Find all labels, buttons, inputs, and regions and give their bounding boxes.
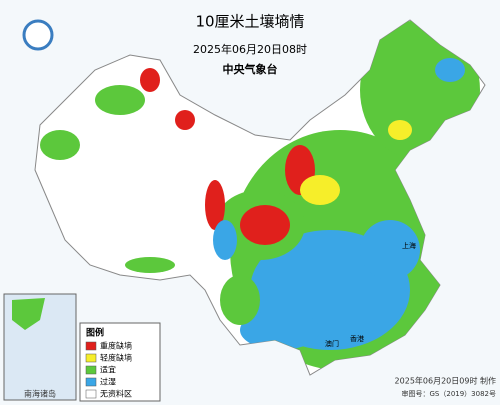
- place-label: 上海: [402, 241, 416, 250]
- inset-label: 南海诸岛: [24, 389, 56, 399]
- legend-label: 过湿: [100, 377, 116, 387]
- logo: [22, 19, 54, 51]
- legend-label: 适宜: [100, 365, 116, 375]
- legend-swatch: [85, 377, 97, 387]
- inset-land: [12, 298, 45, 330]
- south-china-sea-inset: 南海诸岛: [3, 293, 77, 401]
- legend-swatch: [85, 365, 97, 375]
- legend-label: 无资料区: [100, 389, 132, 399]
- footer-made: 2025年06月20日09时 制作: [395, 376, 496, 386]
- legend-label: 重度缺墒: [100, 341, 132, 351]
- time: 2025年06月20日08时: [193, 42, 307, 56]
- agency: 中央气象台: [223, 62, 278, 76]
- place-label: 香港: [350, 334, 364, 343]
- legend-title: 图例: [86, 327, 104, 339]
- title: 10厘米土壤墒情: [195, 13, 304, 31]
- footer-approval: 审图号：GS（2019）3082号: [402, 389, 497, 398]
- legend-swatch: [85, 341, 97, 351]
- place-label: 澳门: [325, 339, 339, 348]
- legend-swatch: [85, 389, 97, 399]
- legend-swatch: [85, 353, 97, 363]
- legend-label: 轻度缺墒: [100, 353, 132, 363]
